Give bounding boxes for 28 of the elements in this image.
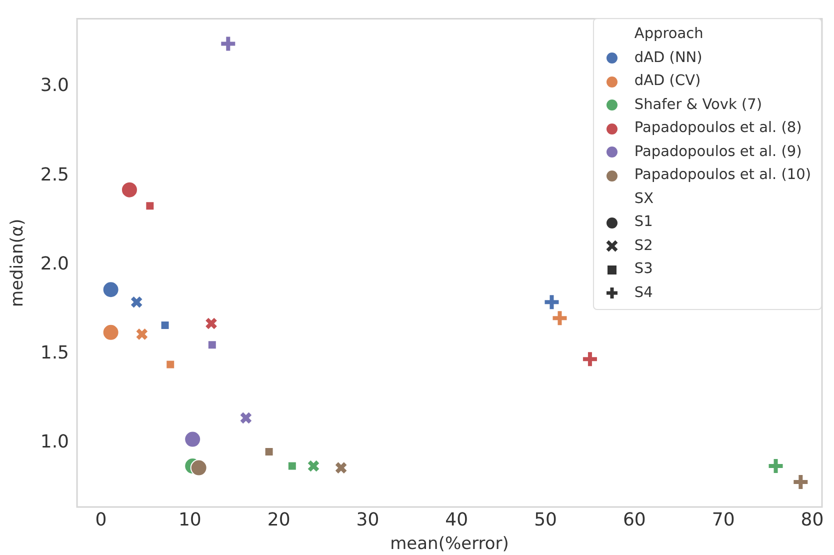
y-axis-title: median(α) [8,218,28,307]
x-tick-label: 20 [267,509,290,530]
legend-label: dAD (CV) [634,72,701,91]
y-tick-label: 3.0 [40,75,70,96]
x-tick-label: 0 [95,509,107,530]
y-tick-label: 1.0 [40,432,70,453]
x-tick-label: 10 [178,509,202,530]
annotation: S3 [634,260,653,279]
x-tick-label: 60 [622,509,646,530]
annotation: S2 [634,236,653,256]
legend-label: Shafer & Vovk (7) [634,96,762,114]
y-tick-label: 1.5 [40,342,70,364]
legend-label: Papadopoulos et al. (8) [634,119,802,138]
legend-label: dAD (NN) [634,48,702,68]
annotation: S1 [634,213,653,232]
x-tick-label: 30 [356,509,380,530]
annotation: S4 [634,284,653,302]
legend-title: Approach [634,25,704,44]
x-axis-title: mean(%error) [390,534,509,554]
legend-label: Papadopoulos et al. (9) [634,142,802,162]
y-tick-label: 2.0 [40,253,70,274]
x-tick-label: 40 [445,509,468,530]
legend-label: Papadopoulos et al. (10) [634,166,811,185]
y-tick-label: 2.5 [40,164,70,186]
x-tick-label: 70 [712,509,735,530]
x-tick-label: 50 [534,509,557,530]
annotation: SX [634,190,654,208]
x-tick-label: 80 [800,509,824,530]
